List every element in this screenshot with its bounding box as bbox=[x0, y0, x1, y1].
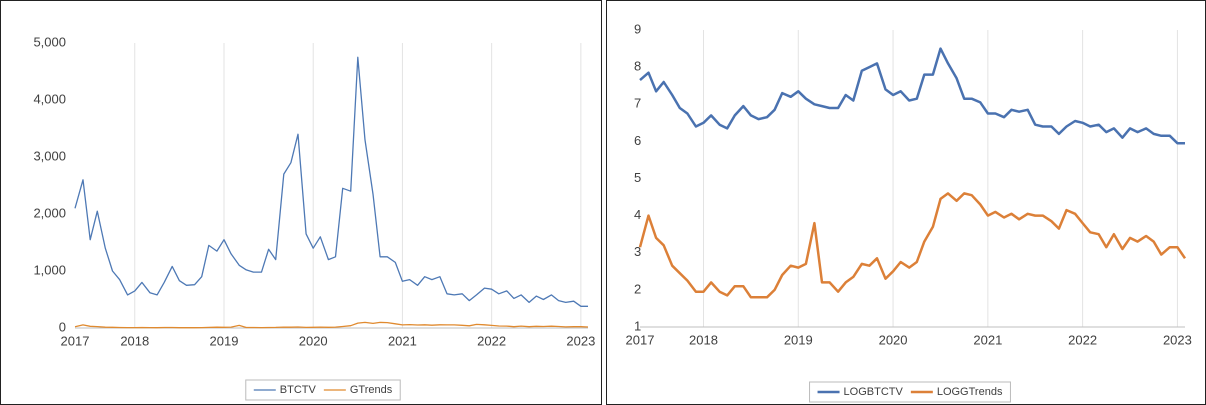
y-tick-label: 3,000 bbox=[33, 148, 66, 163]
series-line bbox=[74, 56, 588, 307]
x-tick-label: 2021 bbox=[388, 333, 417, 348]
x-tick-label: 2019 bbox=[784, 332, 813, 347]
y-tick-label: 4 bbox=[634, 207, 641, 222]
x-tick-label: 2023 bbox=[566, 333, 595, 348]
y-tick-label: 6 bbox=[634, 133, 641, 148]
y-tick-label: 5,000 bbox=[33, 34, 66, 49]
legend-label: GTrends bbox=[350, 384, 393, 396]
x-tick-label: 2021 bbox=[973, 332, 1002, 347]
x-tick-label: 2018 bbox=[120, 333, 149, 348]
series-line bbox=[74, 321, 589, 329]
left-panel bbox=[0, 0, 602, 405]
x-tick-label: 2022 bbox=[477, 333, 506, 348]
legend: LOGBTCTV LOGGTrends bbox=[809, 381, 1011, 403]
x-tick-label: 2017 bbox=[626, 332, 655, 347]
x-tick-label: 2023 bbox=[1163, 332, 1192, 347]
x-tick-label: 2022 bbox=[1068, 332, 1097, 347]
y-tick-label: 9 bbox=[634, 21, 641, 36]
legend-label: LOGBTCTV bbox=[844, 386, 904, 398]
y-tick-label: 2,000 bbox=[33, 205, 66, 220]
legend: BTCTV GTrends bbox=[245, 379, 401, 401]
legend-box bbox=[809, 381, 1011, 403]
x-tick-label: 2018 bbox=[689, 332, 718, 347]
legend-label: LOGGTrends bbox=[937, 386, 1003, 398]
y-tick-label: 1,000 bbox=[33, 262, 66, 277]
x-tick-label: 2019 bbox=[210, 333, 239, 348]
legend-label: BTCTV bbox=[280, 384, 317, 396]
y-tick-label: 3 bbox=[634, 244, 641, 259]
x-tick-label: 2020 bbox=[879, 332, 908, 347]
series-line bbox=[639, 47, 1185, 145]
y-tick-label: 0 bbox=[59, 319, 66, 334]
y-tick-label: 2 bbox=[634, 281, 641, 296]
y-tick-label: 5 bbox=[634, 170, 641, 185]
y-tick-label: 4,000 bbox=[33, 91, 66, 106]
y-tick-label: 7 bbox=[634, 96, 641, 111]
x-tick-label: 2017 bbox=[61, 333, 90, 348]
x-tick-label: 2020 bbox=[299, 333, 328, 348]
legend-box bbox=[245, 379, 401, 401]
y-tick-label: 8 bbox=[634, 59, 641, 74]
y-tick-label: 1 bbox=[634, 318, 641, 333]
right-panel bbox=[606, 0, 1206, 405]
series-line bbox=[638, 192, 1187, 299]
